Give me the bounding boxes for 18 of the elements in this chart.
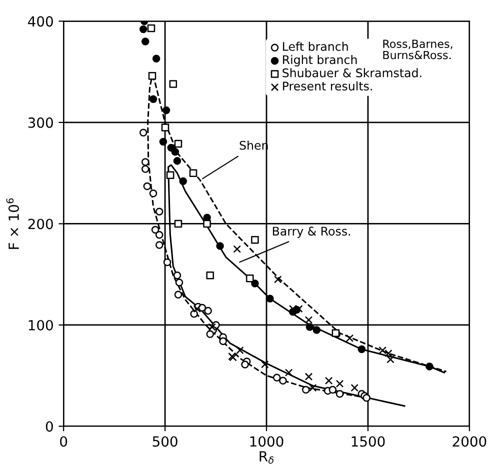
y-tick-label: 200: [28, 218, 53, 230]
y-tick-label: 100: [28, 320, 53, 330]
x-tick-label: 1500: [352, 436, 385, 447]
y-axis-title: F × 10$^{6}$: [6, 198, 19, 249]
x-tick-label: 2000: [452, 436, 486, 447]
y-tick-label: 300: [28, 117, 53, 128]
x-tick-label: 500: [152, 436, 178, 447]
x-tick-label: 0: [60, 436, 68, 447]
annotation: Barry & Ross.: [272, 226, 350, 238]
y-tick-label: 400: [28, 16, 53, 27]
annotation: Ross,Barnes, Burns&Ross.: [383, 40, 452, 60]
legend-label: Left branch: [283, 42, 348, 51]
x-axis-title: R$_{δ}$: [260, 451, 274, 464]
legend-label: Shubauer & Skramstad.: [282, 68, 422, 78]
x-tick-label: 1000: [250, 436, 284, 447]
legend-label: Right branch: [283, 54, 357, 66]
y-tick-label: 0: [46, 421, 53, 432]
legend-label: Present results.: [283, 81, 372, 91]
